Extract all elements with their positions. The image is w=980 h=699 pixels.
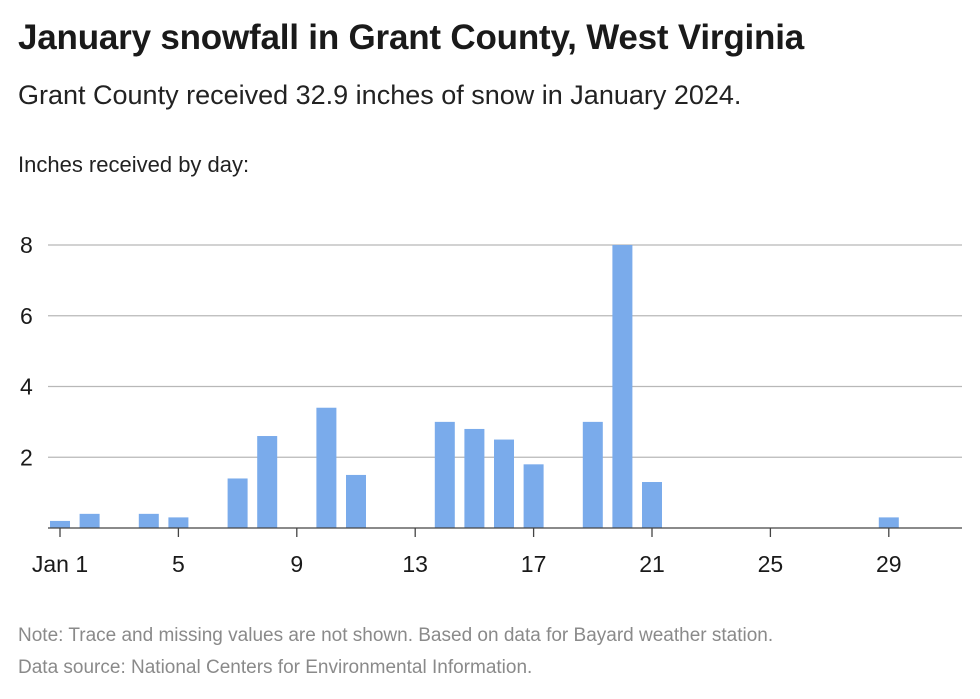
- bar-jan-1: [50, 520, 70, 528]
- bar-jan-4: [138, 513, 159, 528]
- y-tick-label: 4: [20, 374, 33, 400]
- y-tick-label: 2: [20, 444, 33, 470]
- bar-jan-19: [582, 421, 603, 528]
- bar-jan-15: [464, 428, 485, 528]
- snowfall-bar-chart: 2 4 6 8 Jan 1 5 9 13 17 21 25 29: [20, 232, 962, 577]
- bars: [50, 245, 899, 528]
- chart-subtitle: Grant County received 32.9 inches of sno…: [18, 80, 742, 110]
- bar-jan-7: [227, 478, 248, 528]
- bar-jan-2: [79, 513, 100, 528]
- x-tick-label: 17: [521, 551, 547, 577]
- y-tick-label: 8: [20, 232, 33, 258]
- x-tick-label: 29: [876, 551, 902, 577]
- chart-title: January snowfall in Grant County, West V…: [18, 18, 805, 57]
- y-axis-label: Inches received by day:: [18, 152, 250, 177]
- x-tick-label: 5: [172, 551, 185, 577]
- x-tick-label: 25: [758, 551, 784, 577]
- source-text: Data source: National Centers for Enviro…: [18, 657, 533, 678]
- bar-jan-11: [346, 474, 366, 528]
- footnotes: Note: Trace and missing values are not s…: [18, 620, 773, 684]
- x-tick-label: 21: [639, 551, 665, 577]
- x-tick-label: 9: [290, 551, 303, 577]
- bar-jan-17: [523, 464, 544, 528]
- bar-jan-14: [434, 421, 455, 528]
- note-text: Note: Trace and missing values are not s…: [18, 625, 774, 646]
- gridlines: 2 4 6 8: [20, 232, 962, 470]
- bar-jan-20: [612, 245, 633, 528]
- x-axis: Jan 1 5 9 13 17 21 25 29: [32, 527, 962, 577]
- x-tick-label: Jan 1: [32, 551, 88, 577]
- x-tick-label: 13: [402, 551, 428, 577]
- bar-jan-5: [168, 517, 189, 528]
- y-tick-label: 6: [20, 303, 33, 329]
- bar-jan-21: [642, 482, 662, 528]
- bar-jan-16: [494, 439, 514, 528]
- bar-jan-8: [257, 436, 278, 528]
- bar-jan-10: [316, 407, 337, 528]
- bar-jan-29: [878, 517, 899, 528]
